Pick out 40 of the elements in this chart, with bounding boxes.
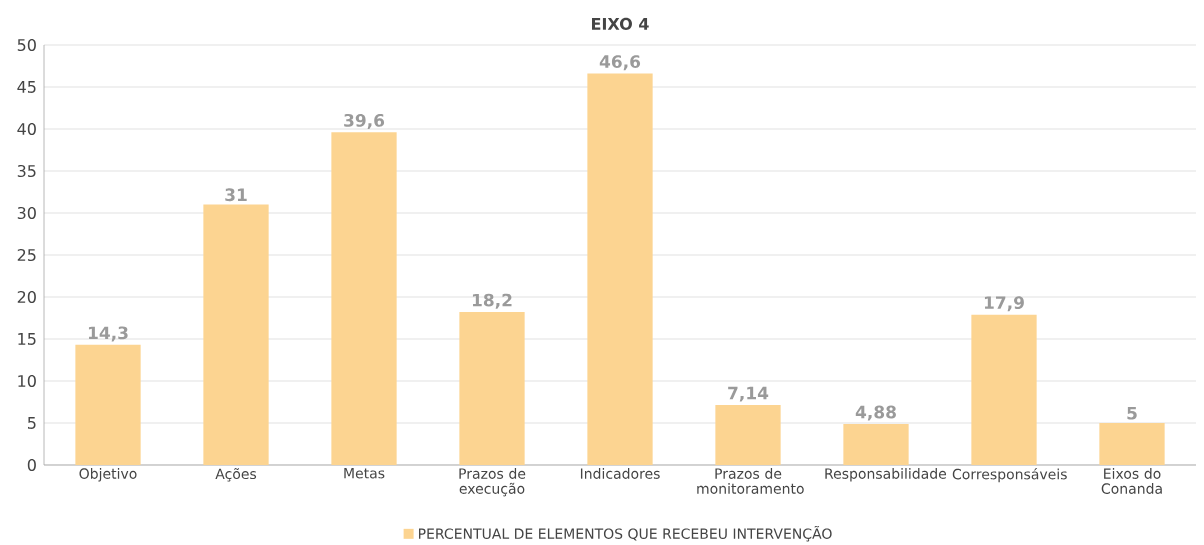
bar bbox=[331, 132, 397, 465]
bar bbox=[587, 73, 653, 465]
data-label: 46,6 bbox=[599, 55, 641, 71]
bar bbox=[1099, 422, 1165, 465]
y-tick-label: 0 bbox=[27, 458, 36, 472]
x-tick-label: Indicadores bbox=[580, 468, 660, 479]
data-label: 7,14 bbox=[728, 386, 769, 402]
y-tick-label: 45 bbox=[17, 81, 36, 93]
x-tick-label: Metas bbox=[344, 468, 385, 479]
y-tick-label: 15 bbox=[18, 333, 36, 345]
x-tick-label: Corresponsáveis bbox=[952, 468, 1067, 483]
x-tick-label: Ações bbox=[215, 468, 257, 482]
data-label: 14,3 bbox=[88, 326, 128, 342]
x-tick-label: Objetivo bbox=[79, 468, 137, 482]
y-tick-label: 10 bbox=[18, 374, 36, 388]
bar bbox=[459, 312, 525, 465]
x-tick-label: Responsabilidade bbox=[825, 468, 947, 482]
data-label: 5 bbox=[1127, 406, 1137, 420]
data-label: 17,9 bbox=[984, 296, 1024, 312]
data-label: 18,2 bbox=[472, 293, 512, 309]
x-tick-label: Prazos de monitoramento bbox=[697, 468, 804, 494]
y-tick-label: 40 bbox=[17, 122, 36, 136]
data-label: 31 bbox=[225, 188, 247, 202]
bar bbox=[75, 344, 141, 465]
y-tick-label: 35 bbox=[17, 164, 36, 178]
y-tick-label: 25 bbox=[17, 248, 36, 262]
data-label: 4,88 bbox=[855, 405, 896, 421]
legend-label: PERCENTUAL DE ELEMENTOS QUE RECEBEU INTERVENÇÃO bbox=[418, 525, 832, 542]
y-tick-label: 5 bbox=[27, 417, 36, 429]
data-label: 39,6 bbox=[344, 113, 385, 129]
y-tick-label: 20 bbox=[17, 290, 36, 304]
bar bbox=[203, 204, 269, 465]
y-tick-label: 50 bbox=[17, 38, 36, 52]
x-tick-label: Eixos do Conanda bbox=[1101, 468, 1162, 494]
chart-title: EIXO 4 bbox=[592, 17, 649, 30]
y-tick-label: 30 bbox=[17, 206, 36, 220]
bar bbox=[843, 424, 909, 465]
bar bbox=[715, 405, 781, 465]
bar bbox=[971, 314, 1037, 465]
x-tick-label: Prazos de execução bbox=[459, 468, 526, 497]
